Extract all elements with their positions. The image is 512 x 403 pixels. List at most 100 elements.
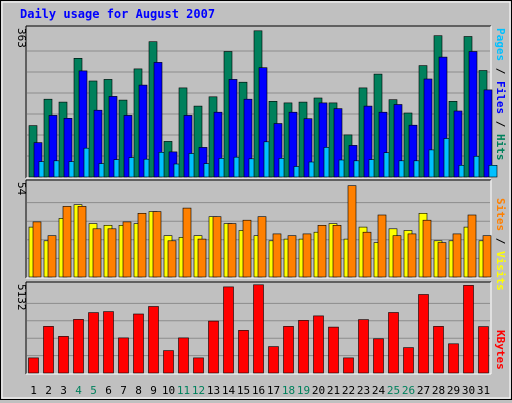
bar-files-day-30 — [468, 51, 478, 178]
day-label-2: 2 — [45, 384, 52, 397]
bar-files-day-28 — [438, 56, 448, 178]
day-label-3: 3 — [60, 384, 67, 397]
bar-files-day-1 — [33, 142, 43, 178]
bar-sites-day-23 — [362, 231, 372, 278]
bar-files-day-2 — [48, 115, 58, 178]
bar-sites-day-16 — [257, 216, 267, 278]
bar-sites-day-27 — [422, 219, 432, 278]
day-label-9: 9 — [150, 384, 157, 397]
bar-kbytes-day-2 — [43, 326, 54, 374]
sites-visits-panel — [25, 179, 492, 279]
day-label-26: 26 — [402, 384, 415, 397]
bar-kbytes-day-17 — [268, 346, 279, 374]
bar-files-day-27 — [423, 78, 433, 178]
bar-kbytes-day-4 — [73, 319, 84, 374]
bar-kbytes-day-8 — [133, 313, 144, 374]
chart-title: Daily usage for August 2007 — [20, 7, 215, 21]
bar-sites-day-12 — [197, 238, 207, 278]
bar-files-day-17 — [273, 123, 283, 178]
bar-sites-day-28 — [437, 242, 447, 278]
bar-kbytes-day-30 — [463, 285, 474, 374]
bar-files-day-6 — [108, 96, 118, 178]
legend-sites: Sites — [494, 198, 507, 231]
bar-sites-day-31 — [482, 235, 492, 278]
bar-kbytes-day-16 — [253, 284, 264, 374]
day-label-19: 19 — [297, 384, 310, 397]
bar-kbytes-day-11 — [178, 337, 189, 374]
day-label-8: 8 — [135, 384, 142, 397]
day-label-27: 27 — [417, 384, 430, 397]
legend-hits: Hits — [494, 134, 507, 161]
bar-sites-day-3 — [62, 206, 72, 278]
bar-files-day-24 — [378, 111, 388, 178]
day-label-5: 5 — [90, 384, 97, 397]
bar-files-day-18 — [288, 111, 298, 178]
sites-scale-label: 54 — [15, 182, 28, 196]
bar-sites-day-15 — [242, 219, 252, 278]
bar-kbytes-day-31 — [478, 326, 489, 374]
bar-files-day-12 — [198, 147, 208, 178]
legend-visits: Visits — [494, 251, 507, 291]
bar-files-day-29 — [453, 110, 463, 178]
bar-kbytes-day-21 — [328, 326, 339, 374]
bar-sites-day-7 — [122, 221, 132, 278]
hits-files-pages-panel — [25, 25, 498, 179]
bar-kbytes-day-15 — [238, 330, 249, 374]
day-label-28: 28 — [432, 384, 445, 397]
bar-files-day-3 — [63, 118, 73, 178]
bar-files-day-7 — [123, 115, 133, 178]
day-label-25: 25 — [387, 384, 400, 397]
bar-kbytes-day-5 — [88, 312, 99, 374]
bar-sites-day-17 — [272, 233, 282, 278]
bar-sites-day-6 — [107, 228, 117, 278]
bar-kbytes-day-25 — [388, 312, 399, 374]
day-label-20: 20 — [312, 384, 325, 397]
day-label-30: 30 — [462, 384, 475, 397]
legend-separator: / — [494, 114, 507, 134]
bar-kbytes-day-19 — [298, 320, 309, 374]
bar-files-day-14 — [228, 79, 238, 178]
bar-kbytes-day-28 — [433, 326, 444, 374]
legend-separator: / — [494, 231, 507, 251]
bar-kbytes-day-26 — [403, 347, 414, 374]
bar-files-day-25 — [393, 104, 403, 178]
bar-sites-day-4 — [77, 206, 87, 278]
bar-kbytes-day-9 — [148, 306, 159, 374]
bar-sites-day-30 — [467, 214, 477, 278]
day-label-16: 16 — [252, 384, 265, 397]
day-label-6: 6 — [105, 384, 112, 397]
bar-files-day-13 — [213, 111, 223, 178]
day-label-12: 12 — [192, 384, 205, 397]
bar-kbytes-day-20 — [313, 315, 324, 374]
kbytes-scale-label: 5132 — [15, 284, 28, 311]
day-label-24: 24 — [372, 384, 386, 397]
bar-kbytes-day-13 — [208, 320, 219, 374]
bar-sites-day-19 — [302, 233, 312, 278]
bar-files-day-5 — [93, 109, 103, 178]
bar-files-day-21 — [333, 108, 343, 178]
bar-kbytes-day-10 — [163, 350, 174, 374]
sites-visits-legend: Sites / Visits — [494, 198, 507, 291]
bar-sites-day-9 — [152, 211, 162, 278]
bar-files-day-20 — [318, 102, 328, 178]
bar-hits-day-12 — [193, 105, 203, 178]
bar-sites-day-10 — [167, 240, 177, 278]
bar-sites-day-18 — [287, 235, 297, 278]
day-axis: 1 2 3 4 5 6 7 8 9 10 11 12 13 14 15 16 17 18 19 20 21 22 23 24 2… — [30, 384, 490, 397]
bar-kbytes-day-27 — [418, 294, 429, 374]
day-label-22: 22 — [342, 384, 355, 397]
bar-sites-day-11 — [182, 207, 192, 278]
bar-files-day-31 — [483, 89, 493, 178]
bar-kbytes-day-18 — [283, 326, 294, 374]
bar-kbytes-day-12 — [193, 357, 204, 374]
day-label-1: 1 — [30, 384, 37, 397]
day-label-15: 15 — [237, 384, 250, 397]
bar-sites-day-26 — [407, 233, 417, 278]
day-label-29: 29 — [447, 384, 460, 397]
bar-files-day-23 — [363, 105, 373, 178]
bar-sites-day-24 — [377, 214, 387, 278]
legend-files: Files — [494, 81, 507, 114]
day-label-14: 14 — [222, 384, 236, 397]
